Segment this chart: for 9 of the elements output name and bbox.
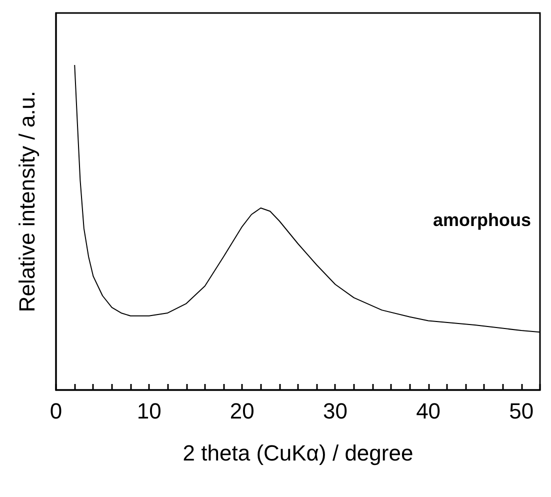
x-tick-label: 0 — [50, 398, 62, 424]
x-axis-title: 2 theta (CuKα) / degree — [182, 440, 414, 466]
y-axis-title: Relative intensity / a.u. — [14, 90, 40, 312]
x-tick-label: 20 — [230, 398, 254, 424]
x-tick-label: 10 — [136, 398, 162, 424]
annotation: amorphous — [432, 210, 532, 230]
x-tick-label: 40 — [416, 398, 441, 424]
x-tick-label: 30 — [322, 398, 348, 424]
x-tick-label: 50 — [509, 398, 534, 424]
